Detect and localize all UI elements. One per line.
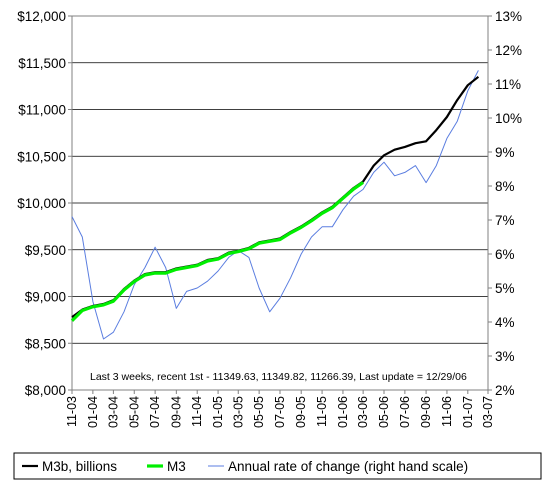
left-tick-label: $10,000 [17, 196, 66, 211]
x-tick-label: 09-05 [294, 396, 308, 428]
right-tick-label: 7% [495, 213, 515, 228]
left-tick-label: $11,000 [18, 103, 66, 118]
x-tick-label: 07-05 [273, 396, 287, 428]
left-tick-label: $11,500 [18, 56, 66, 71]
x-tick-label: 05-06 [377, 396, 391, 428]
x-tick-label: 05-04 [127, 396, 141, 428]
legend-label: M3 [167, 459, 186, 474]
right-tick-label: 6% [495, 247, 515, 262]
x-tick-label: 01-06 [336, 396, 350, 428]
series-line-2 [71, 70, 479, 340]
annotation-text: Last 3 weeks, recent 1st - 11349.63, 113… [90, 371, 467, 383]
right-tick-label: 3% [495, 349, 515, 364]
right-tick-label: 2% [495, 383, 515, 398]
x-tick-label: 03-06 [356, 396, 370, 428]
x-tick-label: 01-04 [86, 396, 100, 428]
series-layer [70, 70, 480, 340]
gridlines [72, 62, 488, 344]
x-tick-label: 01-07 [461, 396, 475, 428]
right-tick-label: 9% [495, 145, 515, 160]
x-tick-label: 03-04 [106, 396, 120, 428]
x-tick-label: 07-06 [398, 396, 412, 428]
left-tick-label: $8,500 [25, 336, 66, 351]
left-tick-label: $9,500 [25, 243, 66, 258]
legend-box [13, 452, 542, 480]
series-line-1 [70, 181, 365, 322]
x-tick-label: 03-05 [231, 396, 245, 428]
right-tick-label: 5% [495, 281, 515, 296]
x-axis: 11-03 01-04 03-04 05-04 07-04 09-04 11-04 01-05… [65, 390, 495, 428]
right-tick-label: 8% [495, 179, 515, 194]
left-tick-label: $8,000 [25, 383, 66, 398]
right-tick-label: 11% [495, 77, 521, 92]
right-tick-label: 10% [495, 111, 522, 126]
x-tick-label: 11-06 [440, 396, 454, 427]
x-tick-label: 11-04 [190, 396, 204, 427]
right-tick-label: 12% [495, 43, 522, 58]
legend-label: Annual rate of change (right hand scale) [228, 459, 468, 474]
x-tick-label: 11-03 [65, 396, 79, 427]
left-tick-label: $9,000 [25, 290, 66, 305]
x-tick-label: 09-04 [169, 396, 183, 428]
legend: M3b, billions M3 Annual rate of change (ri… [13, 452, 542, 480]
right-axis: 2% 3% 4% 5% 6% 7% 8% 9% 10% 11% 12% 13% [488, 9, 522, 398]
legend-label: M3b, billions [42, 459, 117, 474]
right-tick-label: 4% [495, 315, 515, 330]
x-tick-label: 11-05 [315, 396, 329, 427]
x-tick-label: 05-05 [252, 396, 266, 428]
right-tick-label: 13% [495, 9, 522, 24]
left-tick-label: $12,000 [17, 9, 66, 24]
x-tick-label: 03-07 [481, 396, 495, 428]
x-tick-label: 07-04 [148, 396, 162, 428]
x-tick-label: 01-05 [211, 396, 225, 428]
x-tick-label: 09-06 [419, 396, 433, 428]
left-axis: $8,000 $8,500 $9,000 $9,500 $10,000 $10,500 $1… [17, 9, 72, 398]
left-tick-label: $10,500 [17, 149, 66, 164]
